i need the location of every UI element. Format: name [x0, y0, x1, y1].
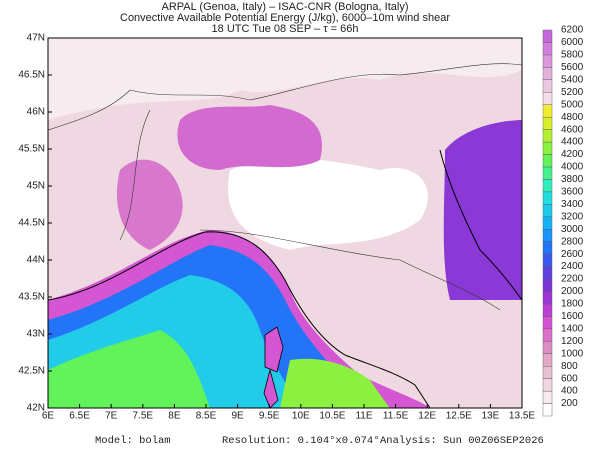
lon-label: 9.5E [259, 411, 280, 422]
lat-label: 45N [27, 181, 45, 192]
colorbar-label: 4800 [561, 112, 584, 123]
colorbar-swatch [542, 179, 553, 193]
colorbar-swatch [542, 204, 553, 217]
lon-label: 9E [231, 411, 244, 422]
colorbar-label: 3400 [561, 199, 584, 210]
colorbar-swatch [542, 104, 553, 118]
colorbar-label: 200 [561, 398, 578, 409]
colorbar-swatch [542, 266, 553, 280]
colorbar-swatch [542, 253, 553, 267]
colorbar-label: 5200 [561, 87, 584, 98]
colorbar-label: 1200 [561, 336, 584, 347]
colorbar-label: 4600 [561, 124, 584, 135]
colorbar-swatch [542, 378, 553, 392]
colorbar-swatch [542, 42, 553, 56]
colorbar-label: 6000 [561, 37, 584, 48]
colorbar-swatch [542, 191, 553, 205]
lon-label: 8E [168, 411, 181, 422]
colorbar-swatch [542, 328, 553, 342]
colorbar-label: 3000 [561, 224, 584, 235]
title-line: ARPAL (Genoa, Italy) – ISAC-CNR (Bologna… [162, 1, 409, 13]
colorbar-swatch [542, 141, 553, 155]
colorbar-label: 800 [561, 361, 578, 372]
colorbar-label: 2200 [561, 274, 584, 285]
colorbar-label: 6200 [561, 25, 584, 36]
title-line: Convective Available Potential Energy (J… [120, 12, 450, 24]
colorbar-swatch [542, 303, 553, 317]
lon-label: 6.5E [69, 411, 90, 422]
colorbar-swatch [542, 291, 553, 305]
colorbar-swatch [542, 79, 553, 93]
lon-label: 11.5E [383, 411, 409, 422]
lat-label: 46.5N [18, 70, 45, 81]
title-line: 18 UTC Tue 08 SEP – τ = 66h [212, 23, 359, 35]
colorbar-swatch [542, 278, 553, 292]
footer-analysis: Analysis: Sun 00Z06SEP2026 [380, 435, 544, 447]
lon-label: 10.5E [319, 411, 345, 422]
colorbar-swatch [542, 116, 553, 130]
lat-label: 44N [27, 255, 45, 266]
colorbar-swatch [542, 365, 553, 379]
colorbar-label: 3600 [561, 187, 584, 198]
colorbar-label: 5600 [561, 62, 584, 73]
lon-label: 7.5E [133, 411, 154, 422]
lon-label: 13.5E [509, 411, 535, 422]
lon-label: 12E [418, 411, 436, 422]
colorbar-swatch [542, 54, 553, 68]
colorbar-label: 1600 [561, 311, 584, 322]
colorbar-label: 2600 [561, 249, 584, 260]
colorbar-label: 5400 [561, 74, 584, 85]
colorbar-swatch [542, 390, 553, 404]
colorbar-label: 2400 [561, 261, 584, 272]
colorbar-swatch [542, 29, 553, 43]
lon-label: 7E [105, 411, 118, 422]
colorbar-label: 4400 [561, 137, 584, 148]
colorbar-label: 4200 [561, 149, 584, 160]
lon-label: 10E [292, 411, 310, 422]
colorbar-label: 1800 [561, 299, 584, 310]
colorbar-swatch [542, 154, 553, 168]
map [48, 38, 522, 408]
colorbar-label: 2800 [561, 236, 584, 247]
colorbar-label: 5800 [561, 50, 584, 61]
colorbar-swatch [542, 403, 553, 417]
lat-label: 46N [27, 107, 45, 118]
colorbar-swatch [542, 166, 553, 180]
lat-label: 44.5N [18, 218, 45, 229]
lat-label: 42N [27, 403, 45, 414]
colorbar-label: 3800 [561, 174, 584, 185]
colorbar-swatch [542, 229, 553, 242]
footer-model: Model: bolam [95, 435, 171, 447]
colorbar-swatch [542, 216, 553, 230]
colorbar-label: 3200 [561, 211, 584, 222]
colorbar-label: 4000 [561, 162, 584, 173]
colorbar-label: 1000 [561, 348, 584, 359]
colorbar-label: 600 [561, 373, 578, 384]
lat-label: 47N [27, 33, 45, 44]
colorbar-label: 2000 [561, 286, 584, 297]
colorbar-swatch [542, 129, 553, 143]
footer-resolution: Resolution: 0.104°x0.074° [222, 435, 380, 447]
colorbar-label: 1400 [561, 323, 584, 334]
lat-label: 43.5N [18, 292, 45, 303]
lon-label: 11E [355, 411, 372, 422]
colorbar-swatch [542, 316, 553, 330]
lon-label: 12.5E [446, 411, 472, 422]
colorbar-swatch [542, 353, 553, 367]
colorbar-swatch [542, 341, 553, 354]
lon-label: 6E [42, 411, 55, 422]
lat-label: 42.5N [18, 366, 45, 377]
lon-label: 13E [482, 411, 500, 422]
lon-label: 8.5E [196, 411, 217, 422]
colorbar-swatch [542, 92, 553, 105]
colorbar-label: 5000 [561, 99, 584, 110]
colorbar-swatch [542, 67, 553, 81]
lat-label: 45.5N [18, 144, 45, 155]
lat-label: 43N [27, 329, 45, 340]
colorbar-swatch [542, 241, 553, 255]
colorbar-label: 400 [561, 386, 578, 397]
